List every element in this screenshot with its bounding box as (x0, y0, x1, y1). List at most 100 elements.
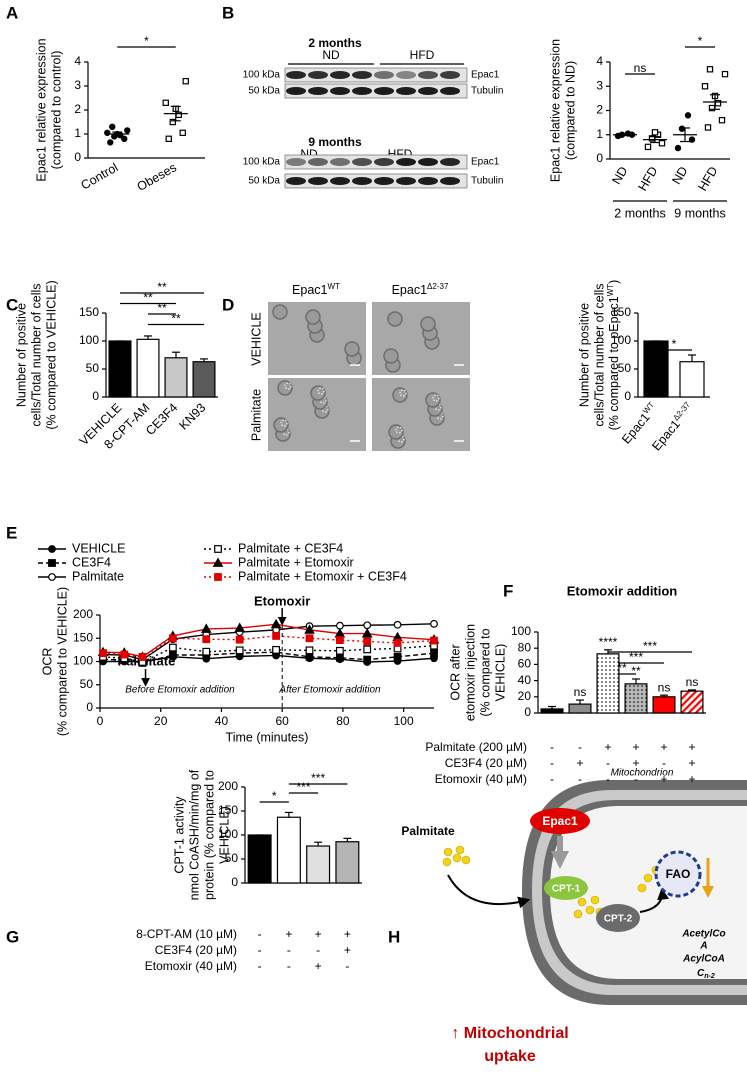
blot-protein: Tubulin (471, 86, 503, 97)
blot-band (418, 71, 438, 79)
micrograph-column-label-part: Epac1 (392, 283, 427, 297)
y-tick-label: 100 (73, 654, 93, 668)
blot-band (418, 158, 438, 166)
y-tick-label: 1 (74, 126, 81, 140)
data-point (305, 646, 314, 655)
significance-label: ns (634, 61, 647, 75)
x-tick-label: 100 (394, 714, 414, 728)
blot-band (308, 87, 328, 95)
panel-label: H (388, 927, 400, 946)
blot-band (374, 71, 394, 79)
data-point (168, 643, 177, 652)
micrograph-column-label-part: WT (328, 282, 341, 291)
condition-sign: - (606, 756, 610, 770)
data-point (202, 635, 211, 644)
y-axis-label: Number of positive (577, 303, 591, 407)
panel-label: D (222, 295, 234, 314)
blot-band (330, 177, 350, 185)
data-point (120, 650, 129, 659)
legend-marker (48, 545, 56, 553)
y-tick-label: 150 (79, 305, 99, 319)
data-point (305, 652, 314, 661)
transfer-arrow (639, 887, 670, 913)
data-point (363, 645, 372, 654)
significance-label: * (698, 34, 703, 48)
y-tick-label: 150 (73, 630, 93, 644)
outcome-label: uptake (484, 1048, 536, 1065)
condition-sign: + (315, 927, 322, 941)
data-point (701, 83, 709, 90)
bar (335, 841, 360, 884)
condition-sign: + (660, 740, 667, 754)
data-point (714, 100, 722, 107)
x-tick-label: 80 (336, 714, 350, 728)
panel-label: F (503, 581, 513, 600)
legend-marker (214, 545, 222, 553)
blot-band (440, 158, 460, 166)
y-tick-label: 50 (86, 361, 100, 375)
data-point (99, 649, 107, 658)
y-tick-label: 150 (218, 803, 238, 817)
significance-label: *** (311, 771, 325, 785)
y-tick-label: 2 (74, 102, 81, 116)
data-point (124, 127, 131, 134)
condition-sign: - (578, 772, 582, 786)
blot-band (330, 71, 350, 79)
cell (383, 348, 399, 364)
data-point (305, 634, 314, 643)
significance-label: * (672, 337, 677, 351)
data-point (721, 70, 729, 78)
blot-band (352, 158, 372, 166)
cell (305, 309, 321, 325)
data-point (272, 645, 281, 654)
y-axis-label: OCR after (448, 644, 462, 700)
data-point (393, 638, 402, 647)
data-point (644, 143, 652, 151)
substrate-label: Palmitate (401, 824, 455, 838)
bar (306, 845, 331, 884)
y-axis-label: (compared to control) (49, 51, 63, 170)
region-label: Before Etomoxir addition (125, 685, 235, 696)
blot-band (396, 87, 416, 95)
condition-sign: - (550, 756, 554, 770)
data-point (393, 652, 402, 661)
y-axis-label: VEHICLE) (217, 806, 231, 864)
diagram: Mitochondrion Palmitate Epac1 CPT-1 CPT-… (401, 768, 747, 1065)
y-tick-label: 80 (518, 640, 532, 654)
y-tick-label: 2 (596, 103, 603, 117)
data-point (651, 129, 659, 136)
micrograph-column-label-part: Δ2-37 (427, 282, 449, 291)
blot-band (286, 177, 306, 185)
y-axis-label: cells/Total number of cells (592, 283, 606, 426)
process-label: FAO (666, 867, 691, 881)
data-point (678, 125, 686, 132)
condition-sign: - (287, 959, 291, 973)
panel-label: E (6, 523, 17, 542)
cell (310, 385, 326, 401)
condition-sign: + (688, 740, 695, 754)
panel-label: C (6, 295, 18, 314)
condition-sign: + (344, 943, 351, 957)
y-axis-label: (% compared to (478, 628, 492, 716)
condition-sign: + (576, 756, 583, 770)
bar (652, 696, 676, 714)
condition-sign: - (606, 772, 610, 786)
y-tick-label: 50 (618, 361, 632, 375)
data-point (202, 647, 211, 656)
data-point (658, 140, 666, 147)
y-axis-label: Epac1 relative expression (34, 38, 48, 181)
legend-marker (48, 559, 56, 567)
annotation: Etomoxir (254, 593, 310, 608)
cell (392, 387, 408, 403)
data-point (179, 129, 186, 136)
blot-band (286, 158, 306, 166)
blot-protein: Epac1 (471, 157, 500, 168)
cell (387, 311, 403, 327)
y-axis-label: protein (% compared to (202, 770, 216, 900)
y-axis-label-part: ) (607, 280, 621, 284)
y-axis-label-part: (% compared to pEpac1 (607, 296, 621, 430)
blot-band (440, 71, 460, 79)
cell (344, 341, 360, 357)
y-tick-label: 0 (86, 700, 93, 714)
x-tick-label: 0 (97, 714, 104, 728)
